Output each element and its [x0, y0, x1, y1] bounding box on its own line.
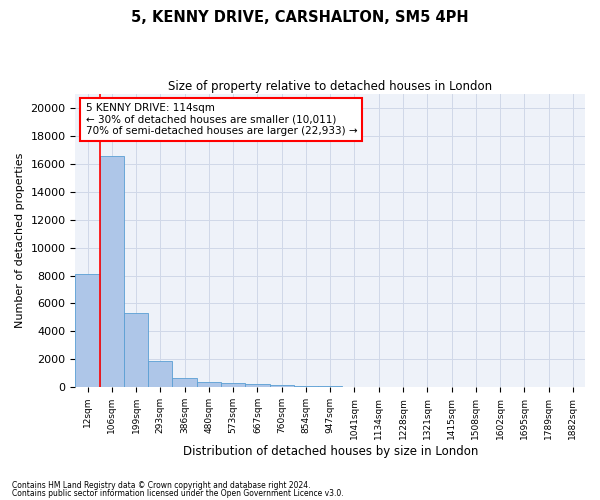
- Bar: [124, 313, 148, 387]
- Text: 5, KENNY DRIVE, CARSHALTON, SM5 4PH: 5, KENNY DRIVE, CARSHALTON, SM5 4PH: [131, 10, 469, 25]
- Bar: [221, 384, 245, 387]
- Text: 5 KENNY DRIVE: 114sqm
← 30% of detached houses are smaller (10,011)
70% of semi-: 5 KENNY DRIVE: 114sqm ← 30% of detached …: [86, 103, 357, 136]
- Bar: [294, 386, 318, 387]
- Y-axis label: Number of detached properties: Number of detached properties: [15, 153, 25, 328]
- Title: Size of property relative to detached houses in London: Size of property relative to detached ho…: [168, 80, 492, 93]
- Bar: [197, 382, 221, 387]
- Bar: [245, 384, 269, 387]
- Text: Contains HM Land Registry data © Crown copyright and database right 2024.: Contains HM Land Registry data © Crown c…: [12, 480, 311, 490]
- X-axis label: Distribution of detached houses by size in London: Distribution of detached houses by size …: [182, 444, 478, 458]
- Text: Contains public sector information licensed under the Open Government Licence v3: Contains public sector information licen…: [12, 489, 344, 498]
- Bar: [172, 378, 197, 387]
- Bar: [269, 384, 294, 387]
- Bar: [148, 362, 172, 387]
- Bar: [318, 386, 343, 387]
- Bar: [76, 274, 100, 387]
- Bar: [100, 156, 124, 387]
